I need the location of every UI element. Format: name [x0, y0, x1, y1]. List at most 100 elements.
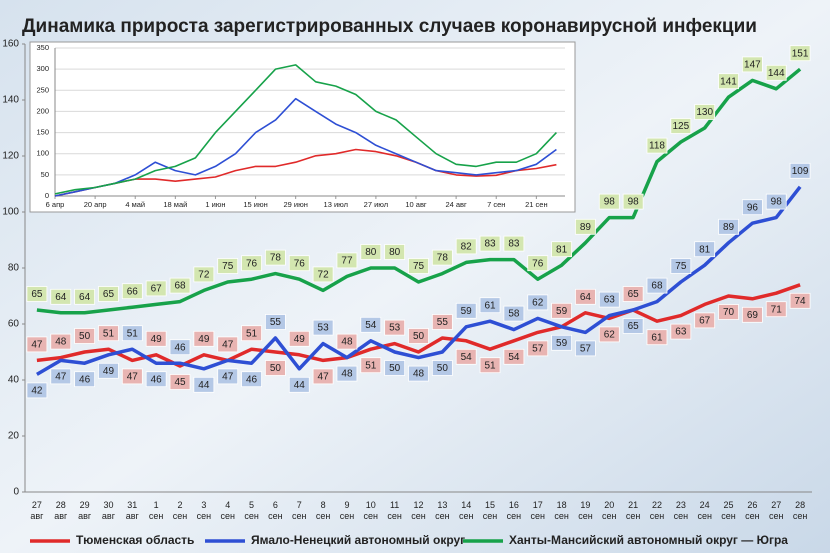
x-tick-label-line: сен: [387, 511, 402, 521]
data-label-box: [74, 288, 96, 305]
data-label-box: [360, 244, 382, 260]
x-tick-label: 27 июл: [364, 200, 388, 209]
data-label: 50: [389, 363, 401, 374]
data-label-box: [98, 325, 119, 342]
x-tick-label: 7 сен: [487, 200, 505, 209]
x-tick-label-line: 20: [604, 500, 614, 510]
x-tick-label: 24 сен: [697, 500, 712, 521]
data-label: 50: [270, 363, 282, 374]
data-label: 49: [151, 334, 163, 345]
data-label: 83: [484, 239, 496, 250]
x-tick-label: 24 авг: [445, 200, 467, 209]
data-label: 50: [413, 331, 425, 342]
x-tick-label: 31 авг: [126, 500, 140, 521]
x-tick-label: 26 сен: [745, 500, 760, 521]
x-tick-label: 25 сен: [721, 500, 736, 521]
x-tick-label: 4 май: [125, 200, 145, 209]
data-label-box: [646, 277, 668, 294]
data-label-box: [694, 312, 716, 329]
data-label-box: [503, 305, 525, 322]
x-tick-label-line: 27: [771, 500, 781, 510]
data-label-box: [527, 294, 549, 311]
data-label-box: [217, 258, 239, 274]
data-label: 72: [318, 270, 330, 281]
data-label: 48: [341, 369, 353, 380]
x-tick-label-line: 19: [580, 500, 590, 510]
data-label-box: [527, 340, 549, 357]
data-label: 57: [580, 344, 592, 355]
x-tick-label-line: 17: [533, 500, 543, 510]
series-line: [36, 185, 802, 376]
y-tick-label: 20: [8, 431, 20, 442]
x-tick-label-line: 26: [747, 500, 757, 510]
x-tick-label-line: сен: [149, 511, 164, 521]
x-tick-label-line: сен: [411, 511, 426, 521]
x-tick-label: 17 сен: [531, 500, 546, 521]
x-tick-label: 4 сен: [220, 500, 235, 521]
data-label: 59: [556, 338, 568, 349]
data-label-box: [360, 316, 382, 333]
data-label-box: [265, 314, 286, 330]
data-label: 65: [628, 289, 640, 300]
series-line: [54, 148, 557, 197]
data-label: 69: [747, 310, 759, 321]
data-label-box: [312, 266, 334, 283]
data-label: 51: [246, 328, 258, 339]
data-label: 81: [699, 244, 711, 255]
x-tick-label: 3 сен: [197, 500, 212, 521]
series-line: [54, 97, 557, 197]
data-label: 76: [294, 258, 306, 269]
x-tick-label-line: сен: [507, 511, 522, 521]
data-label: 50: [437, 363, 449, 374]
data-label-box: [121, 325, 143, 342]
data-label: 63: [675, 327, 687, 338]
x-tick-label-line: сен: [769, 511, 784, 521]
data-label: 57: [532, 344, 544, 355]
y-tick-label: 50: [41, 170, 49, 179]
x-tick-label-line: 21: [628, 500, 638, 510]
data-label-box: [718, 73, 739, 90]
x-tick-label: 23 сен: [674, 500, 689, 521]
data-label-box: [312, 368, 334, 385]
x-tick-label-line: авг: [54, 511, 68, 521]
y-tick-label: 200: [36, 106, 49, 115]
data-label-box: [384, 244, 406, 260]
data-label: 49: [294, 334, 306, 345]
x-tick-label-line: авг: [78, 511, 92, 521]
data-label: 141: [720, 76, 737, 87]
data-label: 65: [31, 289, 43, 300]
x-tick-label-line: 30: [103, 500, 113, 510]
data-label: 44: [294, 380, 306, 391]
data-label: 46: [246, 374, 258, 385]
x-tick-label: 6 апр: [46, 200, 65, 209]
data-label-box: [312, 319, 334, 336]
data-label: 47: [127, 372, 139, 383]
data-label: 49: [198, 334, 210, 345]
x-tick-label-line: 14: [461, 500, 471, 510]
x-tick-label-line: сен: [626, 511, 641, 521]
data-label: 98: [628, 197, 640, 208]
x-tick-label-line: сен: [554, 511, 569, 521]
data-label: 81: [556, 244, 568, 255]
data-label: 45: [174, 377, 186, 388]
legend-label: Тюменская область: [76, 533, 194, 547]
data-label-box: [193, 376, 215, 393]
data-label-box: [50, 333, 72, 350]
data-label-box: [741, 199, 763, 216]
data-label-box: [479, 357, 501, 374]
data-label-box: [265, 360, 286, 376]
data-label: 51: [127, 328, 139, 339]
x-tick-label-line: 25: [724, 500, 734, 510]
x-tick-label-line: сен: [793, 511, 808, 521]
data-label: 44: [198, 380, 210, 391]
data-label-box: [241, 371, 262, 388]
data-label-box: [431, 249, 453, 266]
y-tick-label: 350: [36, 43, 49, 52]
data-label: 47: [318, 372, 330, 383]
x-tick-label: 22 сен: [650, 500, 665, 521]
x-tick-label-line: сен: [578, 511, 593, 521]
data-label: 47: [31, 340, 43, 351]
x-tick-label-line: 29: [80, 500, 90, 510]
x-tick-label: 29 июн: [283, 200, 307, 209]
x-tick-label-line: авг: [102, 511, 116, 521]
